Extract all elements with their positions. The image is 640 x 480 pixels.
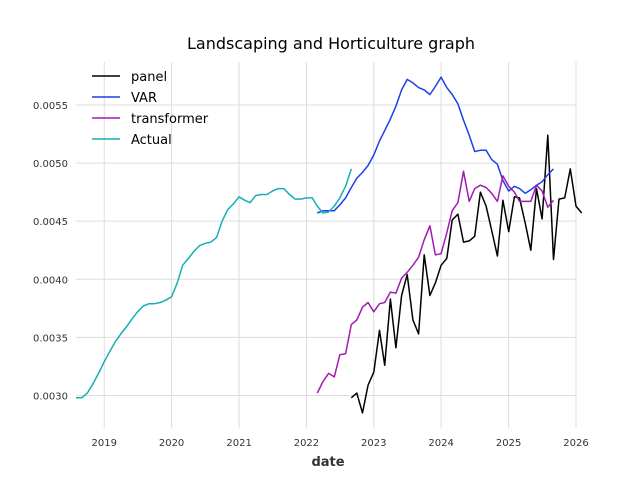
series-line-var bbox=[317, 76, 555, 214]
series-line-transformer bbox=[316, 170, 555, 394]
x-tick-label: 2021 bbox=[226, 438, 251, 449]
legend-label: VAR bbox=[131, 91, 157, 106]
x-tick-label: 2023 bbox=[361, 438, 386, 449]
x-tick-label: 2026 bbox=[563, 438, 588, 449]
y-tick-label: 0.0040 bbox=[33, 275, 68, 286]
legend-label: transformer bbox=[131, 112, 209, 127]
series-lines bbox=[76, 76, 583, 414]
x-axis-ticks: 2019 2020 2021 2022 2023 2024 2025 2026 bbox=[92, 438, 589, 449]
x-tick-label: 2019 bbox=[92, 438, 117, 449]
legend-label: panel bbox=[131, 70, 167, 85]
x-axis-label: date bbox=[311, 455, 344, 470]
x-tick-label: 2024 bbox=[428, 438, 453, 449]
series-line-panel bbox=[350, 134, 583, 414]
x-tick-label: 2022 bbox=[294, 438, 319, 449]
y-axis-ticks: 0.0030 0.0035 0.0040 0.0045 0.0050 0.0055 bbox=[33, 101, 68, 402]
legend: panel VAR transformer Actual bbox=[92, 70, 209, 148]
y-tick-label: 0.0045 bbox=[33, 217, 68, 228]
y-tick-label: 0.0035 bbox=[33, 333, 68, 344]
grid bbox=[76, 62, 577, 428]
y-tick-label: 0.0050 bbox=[33, 159, 68, 170]
y-tick-label: 0.0055 bbox=[33, 101, 68, 112]
chart-title: Landscaping and Horticulture graph bbox=[187, 34, 475, 53]
series-line-actual bbox=[76, 168, 353, 399]
y-tick-label: 0.0030 bbox=[33, 391, 68, 402]
legend-label: Actual bbox=[131, 133, 172, 148]
x-tick-label: 2025 bbox=[496, 438, 521, 449]
x-tick-label: 2020 bbox=[159, 438, 184, 449]
